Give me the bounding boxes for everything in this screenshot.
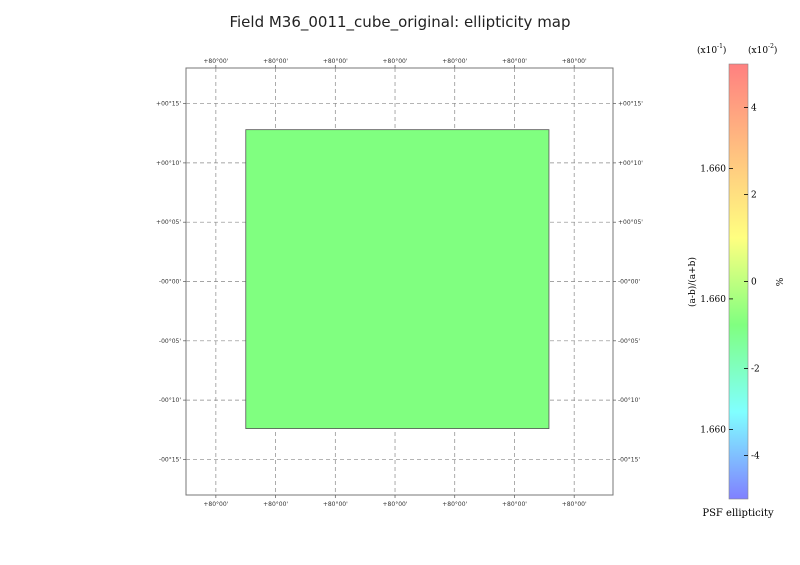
- colorbar-right-axis-label: %: [776, 277, 786, 286]
- colorbar-left-tick-label: 1.660: [700, 164, 726, 174]
- x-ticks-top: +80°00' +80°00' +80°00' +80°00' +80°00' +80°0…: [203, 58, 587, 68]
- y-tick-label-left: +00°05': [156, 219, 181, 226]
- colorbar-right-tick-label: 2: [751, 191, 757, 201]
- y-ticks-left: +00°15' +00°10' +00°05' -00°00' -00°05' -00°1…: [156, 101, 186, 463]
- y-tick-label-right: -00°10': [618, 397, 640, 404]
- colorbar-right-tick-label: 4: [751, 104, 757, 114]
- x-tick-label-bottom: +80°00': [263, 501, 288, 508]
- x-tick-label-top: +80°00': [203, 58, 228, 65]
- x-tick-label-bottom: +80°00': [502, 501, 527, 508]
- x-tick-label-top: +80°00': [323, 58, 348, 65]
- x-tick-label-top: +80°00': [383, 58, 408, 65]
- colorbar-right-tick-label: -4: [751, 452, 760, 462]
- y-tick-label-right: -00°00': [618, 279, 640, 286]
- colorbar-right-multiplier: (x10-2): [748, 43, 777, 56]
- chart-title: Field M36_0011_cube_original: ellipticit…: [229, 13, 570, 32]
- colorbar-title: PSF ellipticity: [702, 508, 774, 519]
- x-tick-label-bottom: +80°00': [562, 501, 587, 508]
- y-tick-label-right: +00°05': [618, 219, 643, 226]
- colorbar-left-tick-label: 1.660: [700, 425, 726, 435]
- field-footprint: [245, 129, 550, 429]
- colorbar-left-tick-label: 1.660: [700, 295, 726, 305]
- x-ticks-bottom: +80°00' +80°00' +80°00' +80°00' +80°00' +80°0…: [203, 495, 587, 508]
- y-tick-label-left: +00°10': [156, 160, 181, 167]
- y-tick-label-left: -00°15': [159, 456, 181, 463]
- y-tick-label-right: -00°05': [618, 338, 640, 345]
- x-tick-label-bottom: +80°00': [383, 501, 408, 508]
- x-tick-label-top: +80°00': [263, 58, 288, 65]
- y-ticks-right: +00°15' +00°10' +00°05' -00°00' -00°05' -00°1…: [613, 101, 643, 463]
- colorbar-right-tick-label: 0: [751, 278, 757, 288]
- y-tick-label-left: -00°00': [159, 279, 181, 286]
- y-tick-label-left: +00°15': [156, 101, 181, 108]
- y-tick-label-left: -00°10': [159, 397, 181, 404]
- x-tick-label-bottom: +80°00': [323, 501, 348, 508]
- x-tick-label-top: +80°00': [502, 58, 527, 65]
- y-tick-label-right: +00°15': [618, 101, 643, 108]
- x-tick-label-bottom: +80°00': [203, 501, 228, 508]
- colorbar-left-ticks: 1.660 1.660 1.660: [700, 164, 733, 435]
- colorbar-right-ticks: 4 2 0 -2 -4: [744, 104, 760, 462]
- colorbar-right-tick-label: -2: [751, 365, 760, 375]
- colorbar-left-axis-label: (a-b)/(a+b): [687, 257, 698, 307]
- y-tick-label-left: -00°05': [159, 338, 181, 345]
- x-tick-label-top: +80°00': [562, 58, 587, 65]
- x-tick-label-bottom: +80°00': [442, 501, 467, 508]
- y-tick-label-right: +00°10': [618, 160, 643, 167]
- x-tick-label-top: +80°00': [442, 58, 467, 65]
- plot-area: +80°00' +80°00' +80°00' +80°00' +80°00' +80°0…: [156, 58, 643, 508]
- y-tick-label-right: -00°15': [618, 456, 640, 463]
- colorbar-left-multiplier: (x10-1): [697, 43, 726, 56]
